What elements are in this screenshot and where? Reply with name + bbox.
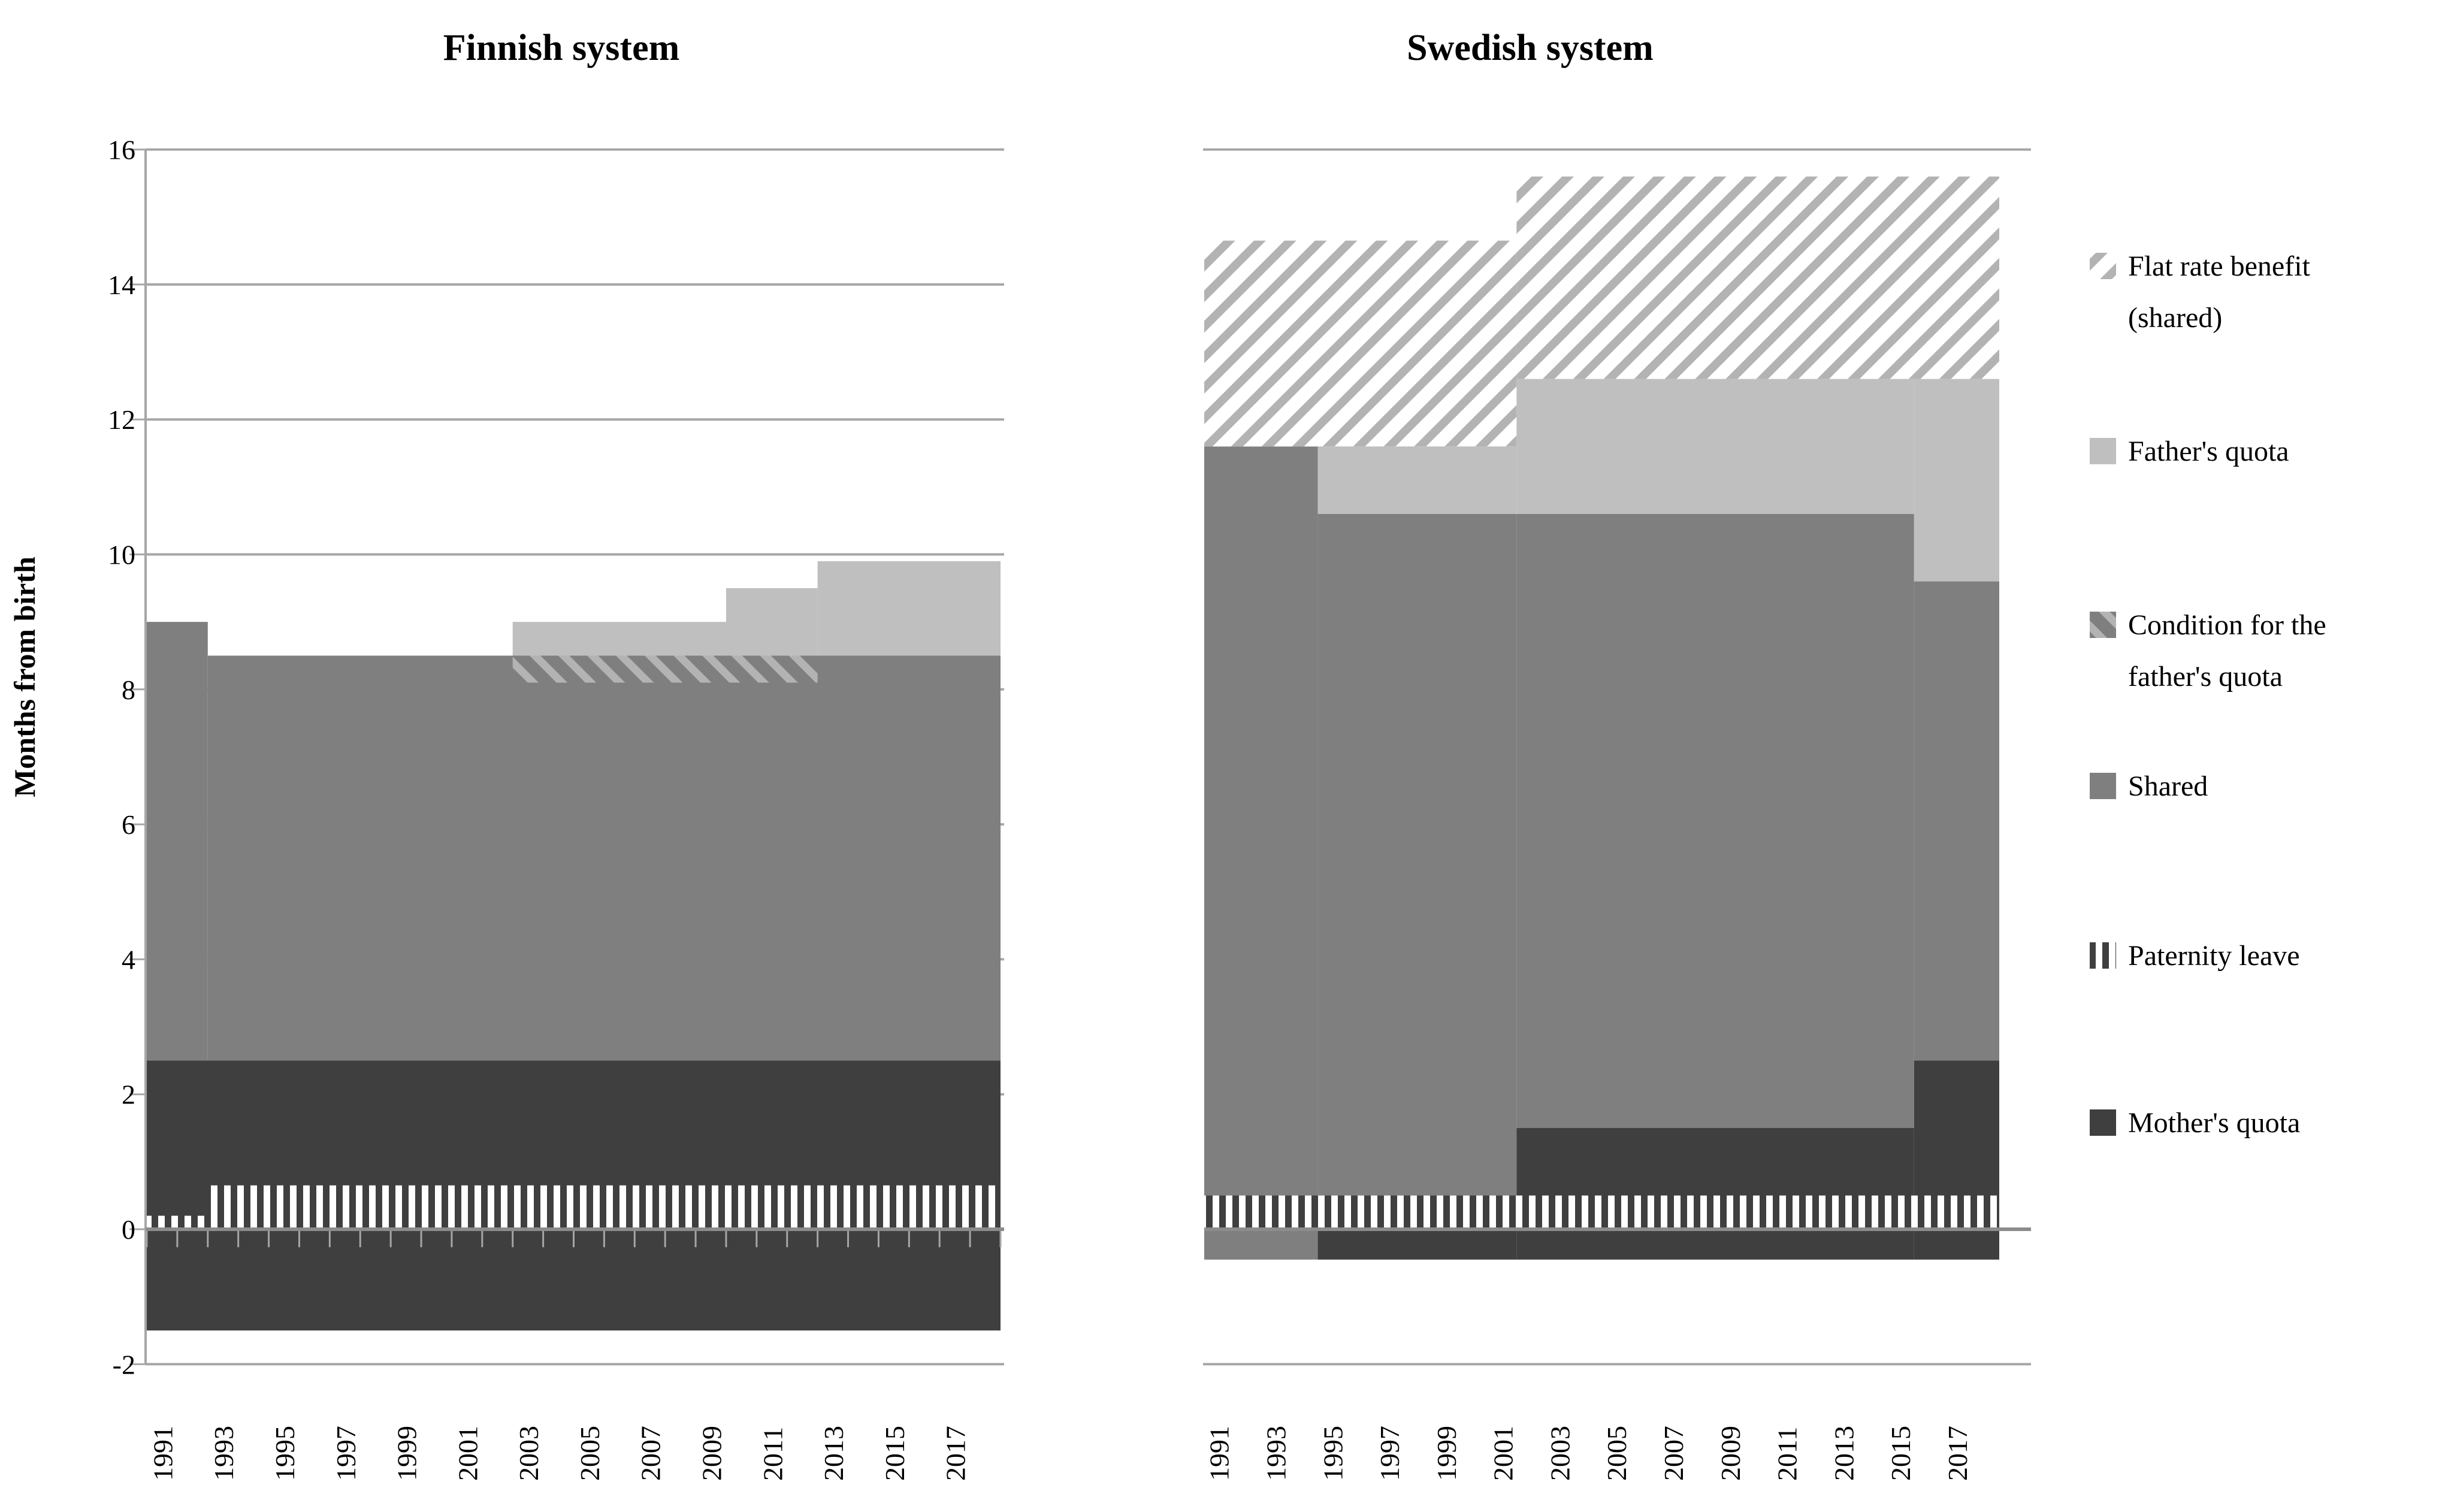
stacked-areas-swedish [1204, 176, 1999, 1260]
segment-fathers_quota-2013-2018 [817, 561, 1001, 656]
x-tick-label-1995: 1995 [1317, 1426, 1348, 1481]
x-tick-label-1995: 1995 [270, 1426, 300, 1481]
x-axis-tick-labels-swedish: 1991 1993 1995 1997 1999 2001 2003 2005 2007 2009… [1204, 1426, 1973, 1481]
x-tick-label-1993: 1993 [208, 1426, 239, 1481]
legend-swatch-condition [2090, 612, 2116, 638]
legend-swatch-shared [2090, 773, 2116, 799]
legend-item-paternity: Paternity leave [2090, 940, 2300, 972]
x-tick-label-2005: 2005 [1601, 1426, 1632, 1481]
x-tick-label-2007: 2007 [1658, 1426, 1689, 1481]
legend-label-fathers_quota-line1: Father's quota [2128, 436, 2289, 467]
legend-label-condition-line2: father's quota [2128, 661, 2283, 693]
legend: Flat rate benefit (shared) Father's quota C… [2090, 250, 2326, 1139]
x-tick-label-2001: 2001 [452, 1426, 483, 1481]
y-tick-label-10: 10 [108, 540, 135, 570]
axes-finnish [129, 149, 1004, 1365]
frame-lines-swedish [1203, 148, 2031, 1366]
segment-fathers_quota-2010-2012 [726, 588, 818, 656]
x-tick-label-2009: 2009 [697, 1426, 727, 1481]
y-tick-label-14: 14 [108, 270, 135, 300]
y-tick-label-16: 16 [108, 135, 135, 165]
x-tick-label-1991: 1991 [1204, 1426, 1235, 1481]
chart-title-finnish: Finnish system [443, 28, 679, 68]
x-tick-label-2003: 2003 [1545, 1426, 1575, 1481]
legend-label-mothers_quota-line1: Mother's quota [2128, 1107, 2300, 1139]
segment-fathers_quota-1995-2001 [1317, 446, 1517, 514]
segment-shared-1991-1994 [1204, 446, 1318, 1260]
legend-label-paternity-line1: Paternity leave [2128, 940, 2300, 972]
segment-flat_rate-2002-2018 [1516, 176, 1999, 379]
x-tick-label-2011: 2011 [757, 1427, 788, 1481]
x-tick-label-2015: 2015 [1885, 1426, 1916, 1481]
x-tick-label-2013: 2013 [1829, 1426, 1859, 1481]
y-tick-label-6: 6 [122, 809, 135, 840]
x-tick-label-2013: 2013 [818, 1426, 849, 1481]
chart-title-swedish: Swedish system [1407, 28, 1654, 68]
x-tick-label-1993: 1993 [1261, 1426, 1291, 1481]
segment-shared-2016-2018 [1914, 581, 1999, 1061]
y-tick-label--2: -2 [113, 1349, 135, 1380]
segment-fathers_quota-2003-2009 [512, 622, 726, 656]
segment-flat_rate-1991-2001 [1204, 240, 1517, 447]
legend-item-condition: Condition for the father's quota [2090, 609, 2326, 693]
x-tick-label-2017: 2017 [941, 1426, 971, 1481]
y-tick-label-8: 8 [122, 675, 135, 705]
segment-shared-2002-2015 [1516, 513, 1914, 1129]
legend-item-flat_rate: Flat rate benefit (shared) [2090, 250, 2311, 334]
legend-label-flat_rate-line2: (shared) [2128, 302, 2222, 334]
segment-fathers_quota-2016-2018 [1914, 379, 1999, 582]
segment-paternity-1991-2018 [1204, 1195, 1999, 1229]
y-tick-label-2: 2 [122, 1079, 135, 1110]
segment-shared-1991-1992 [147, 622, 208, 1061]
legend-item-mothers_quota: Mother's quota [2090, 1107, 2300, 1139]
legend-swatch-flat_rate [2090, 253, 2116, 279]
y-tick-label-4: 4 [122, 944, 135, 975]
segment-shared-1993-2018 [207, 655, 1001, 1061]
y-tick-label-12: 12 [108, 404, 135, 435]
x-tick-label-2001: 2001 [1488, 1426, 1519, 1481]
x-tick-label-2007: 2007 [636, 1426, 666, 1481]
segment-shared-1995-2001 [1317, 513, 1517, 1230]
x-tick-label-2015: 2015 [880, 1426, 910, 1481]
x-tick-label-1999: 1999 [392, 1426, 422, 1481]
segment-condition-2003-2012 [512, 655, 818, 683]
x-tick-label-1999: 1999 [1431, 1426, 1462, 1481]
y-axis-title: Months from birth [8, 557, 41, 797]
segment-mothers_quota-1995-2001 [1317, 1229, 1517, 1260]
x-tick-label-2003: 2003 [513, 1426, 544, 1481]
x-tick-label-2017: 2017 [1942, 1426, 1973, 1481]
segment-paternity-1993-2018 [207, 1185, 1001, 1229]
x-tick-label-1997: 1997 [331, 1426, 361, 1481]
x-tick-label-2011: 2011 [1772, 1427, 1803, 1481]
segment-fathers_quota-2002-2015 [1516, 379, 1914, 514]
legend-item-shared: Shared [2090, 770, 2208, 802]
x-tick-label-2005: 2005 [575, 1426, 605, 1481]
legend-label-flat_rate-line1: Flat rate benefit [2128, 250, 2311, 282]
x-tick-label-1997: 1997 [1374, 1426, 1405, 1481]
legend-swatch-paternity [2090, 942, 2116, 969]
x-tick-label-1991: 1991 [147, 1426, 178, 1481]
legend-swatch-fathers_quota [2090, 438, 2116, 464]
x-tick-label-2009: 2009 [1715, 1426, 1746, 1481]
x-axis-tick-labels-finnish: 1991 1993 1995 1997 1999 2001 2003 2005 2007 2009… [147, 1426, 971, 1481]
legend-label-shared-line1: Shared [2128, 770, 2208, 802]
segment-paternity-1991-1992 [147, 1215, 208, 1229]
legend-swatch-mothers_quota [2090, 1109, 2116, 1136]
stacked-areas-finnish [147, 561, 1001, 1330]
y-axis-tick-labels: 16 14 12 10 8 6 4 2 0 -2 [108, 135, 135, 1380]
segment-mothers_quota-2002-2015 [1516, 1128, 1914, 1260]
legend-label-condition-line1: Condition for the [2128, 609, 2326, 641]
legend-item-fathers_quota: Father's quota [2090, 436, 2289, 467]
y-tick-label-0: 0 [122, 1214, 135, 1245]
